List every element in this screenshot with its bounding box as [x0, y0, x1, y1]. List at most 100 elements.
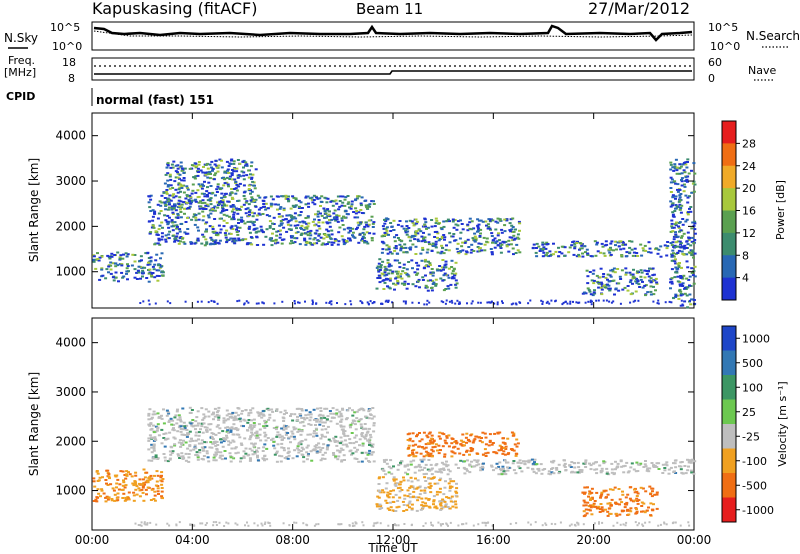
power-echo-cell	[657, 248, 661, 251]
power-echo-cell	[398, 261, 402, 264]
velocity-echo-cell	[199, 428, 202, 431]
power-echo-cell	[416, 232, 420, 235]
power-echo-cell	[163, 201, 167, 204]
power-echo-cell	[133, 276, 137, 279]
power-echo-cell	[429, 272, 433, 275]
power-echo-cell	[379, 265, 382, 268]
velocity-echo-cell	[626, 508, 630, 511]
power-echo-cell	[619, 248, 623, 251]
power-echo-cell	[169, 166, 173, 169]
power-echo-cell	[657, 299, 660, 302]
velocity-echo-cell	[608, 512, 612, 515]
power-echo-cell	[160, 235, 164, 238]
cpid-label: CPID	[6, 90, 35, 103]
velocity-echo-cell	[595, 491, 599, 494]
power-echo-cell	[254, 198, 258, 201]
velocity-echo-cell	[138, 478, 142, 481]
velocity-echo-cell	[503, 442, 507, 445]
velocity-echo-cell	[648, 521, 651, 524]
velocity-echo-cell	[274, 428, 278, 431]
velocity-echo-cell	[465, 450, 468, 453]
power-echo-cell	[225, 204, 229, 207]
velocity-echo-cell	[237, 414, 240, 417]
velocity-echo-cell	[282, 449, 286, 452]
velocity-echo-cell	[223, 525, 226, 527]
power-echo-cell	[679, 290, 683, 293]
velocity-echo-cell	[168, 431, 172, 434]
power-echo-cell	[316, 213, 319, 216]
power-echo-cell	[573, 242, 577, 245]
power-echo-cell	[272, 216, 276, 219]
velocity-echo-cell	[242, 456, 246, 459]
power-echo-cell	[346, 202, 350, 205]
velocity-echo-cell	[367, 438, 371, 441]
power-echo-cell	[307, 205, 311, 208]
velocity-echo-cell	[468, 464, 472, 467]
velocity-echo-cell	[167, 412, 171, 415]
velocity-echo-cell	[205, 430, 209, 433]
velocity-echo-cell	[233, 447, 237, 450]
power-echo-cell	[305, 226, 309, 229]
velocity-echo-cell	[140, 483, 144, 486]
power-echo-cell	[671, 230, 675, 233]
power-echo-cell	[441, 247, 444, 250]
power-echo-cell	[560, 252, 564, 255]
velocity-echo-cell	[295, 521, 298, 524]
power-echo-cell	[165, 189, 169, 191]
velocity-echo-cell	[149, 436, 153, 439]
power-echo-cell	[257, 302, 260, 305]
power-echo-cell	[366, 207, 369, 210]
power-echo-cell	[671, 195, 675, 198]
power-echo-cell	[496, 244, 500, 247]
velocity-echo-cell	[636, 463, 640, 466]
power-echo-cell	[180, 169, 184, 172]
velocity-echo-cell	[287, 447, 290, 450]
power-echo-cell	[183, 231, 187, 234]
power-echo-cell	[172, 160, 176, 163]
power-echo-cell	[497, 232, 500, 235]
power-echo-cell	[676, 245, 680, 248]
colorbar-tick-label: 12	[742, 227, 756, 240]
power-echo-cell	[612, 300, 615, 303]
power-echo-cell	[418, 286, 421, 289]
power-echo-cell	[176, 214, 180, 217]
power-echo-cell	[622, 247, 626, 250]
velocity-echo-cell	[438, 487, 442, 490]
power-echo-cell	[293, 205, 297, 208]
power-echo-cell	[305, 242, 309, 244]
power-echo-cell	[512, 238, 516, 241]
velocity-echo-cell	[533, 458, 537, 461]
power-echo-cell	[474, 239, 478, 241]
power-echo-cell	[231, 204, 235, 206]
power-echo-cell	[685, 166, 689, 169]
power-echo-cell	[204, 173, 208, 176]
power-echo-cell	[286, 223, 290, 226]
power-echo-cell	[372, 203, 376, 205]
power-echo-cell	[359, 209, 363, 211]
velocity-echo-cell	[439, 508, 443, 511]
power-echo-cell	[381, 225, 385, 228]
power-echo-cell	[294, 231, 298, 234]
power-echo-cell	[169, 199, 173, 202]
velocity-echo-cell	[526, 466, 530, 469]
velocity-echo-cell	[377, 477, 381, 480]
power-echo-cell	[687, 172, 691, 175]
power-echo-cell	[234, 187, 238, 190]
power-echo-cell	[250, 211, 254, 214]
velocity-echo-cell	[226, 426, 230, 429]
power-echo-cell	[194, 175, 198, 178]
velocity-echo-cell	[341, 443, 345, 446]
power-echo-cell	[176, 216, 180, 219]
velocity-echo-cell	[156, 474, 160, 477]
power-echo-cell	[490, 253, 494, 256]
velocity-echo-cell	[373, 522, 376, 525]
velocity-echo-cell	[693, 460, 697, 463]
velocity-echo-cell	[459, 439, 463, 442]
power-echo-cell	[263, 205, 266, 208]
power-echo-cell	[100, 268, 104, 271]
power-echo-cell	[688, 284, 691, 287]
power-echo-cell	[182, 177, 186, 179]
power-echo-cell	[439, 269, 443, 272]
power-echo-cell	[212, 178, 216, 181]
power-echo-cell	[642, 249, 646, 252]
